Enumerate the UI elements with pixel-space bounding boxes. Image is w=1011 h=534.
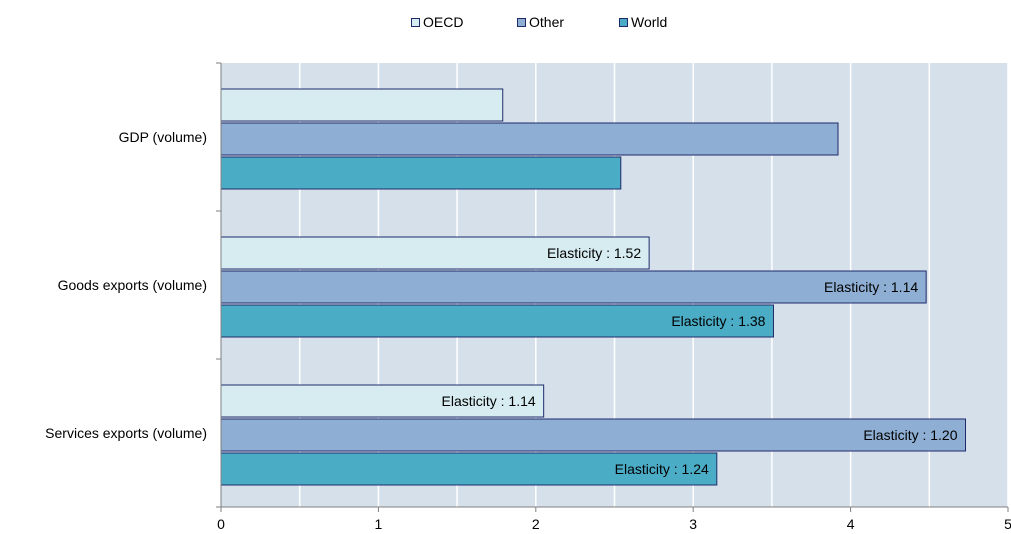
category-label: GDP (volume)	[119, 129, 207, 145]
bar-other-1	[221, 271, 926, 303]
category-label: Goods exports (volume)	[58, 277, 207, 293]
bar-other-2	[221, 419, 966, 451]
x-tick-label: 0	[217, 516, 225, 532]
data-label: Elasticity : 1.52	[547, 245, 641, 261]
bar-other-0	[221, 123, 838, 155]
x-tick-label: 3	[689, 516, 697, 532]
x-tick-label: 1	[375, 516, 383, 532]
x-tick-label: 4	[847, 516, 855, 532]
x-tick-label: 2	[532, 516, 540, 532]
data-label: Elasticity : 1.38	[671, 313, 765, 329]
data-label: Elasticity : 1.24	[615, 461, 709, 477]
data-label: Elasticity : 1.20	[863, 427, 957, 443]
bar-world-0	[221, 157, 621, 189]
bar-oecd-0	[221, 89, 503, 121]
data-label: Elasticity : 1.14	[442, 393, 536, 409]
data-label: Elasticity : 1.14	[824, 279, 918, 295]
category-label: Services exports (volume)	[45, 425, 207, 441]
x-tick-label: 5	[1004, 516, 1011, 532]
